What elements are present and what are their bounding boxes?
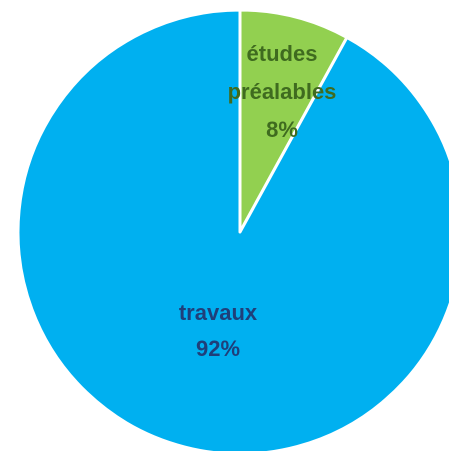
pie-slice-1 (16, 8, 449, 451)
slice-name-line-0-0: études (247, 41, 318, 66)
slice-value-label-0: 8% (266, 117, 298, 142)
slice-name-line-0-1: préalables (228, 79, 337, 104)
pie-slice-0 (238, 8, 349, 234)
slice-label-0: études préalables 8% (228, 41, 337, 142)
slice-name-line-1-0: travaux (179, 300, 258, 325)
slice-value-label-1: 92% (196, 336, 240, 361)
slice-label-1: travaux 92% (179, 300, 258, 361)
